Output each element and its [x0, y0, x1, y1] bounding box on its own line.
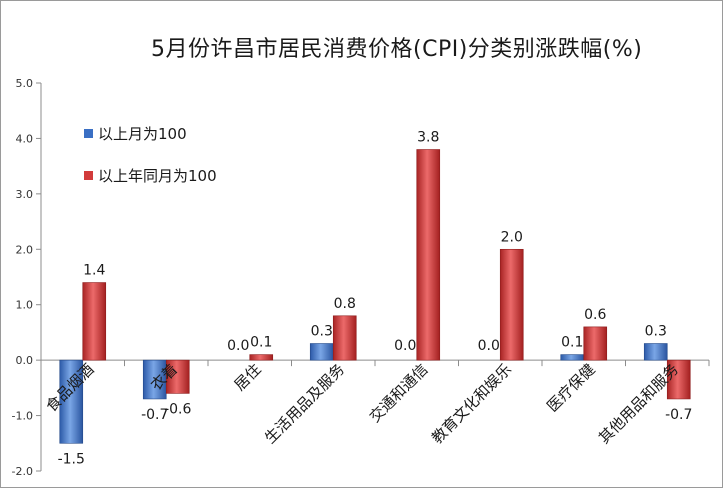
data-label-month: 0.0: [394, 338, 416, 354]
bar-month: [309, 343, 334, 361]
data-label-month: 0.1: [561, 335, 583, 351]
bar-year: [666, 359, 691, 400]
data-label-month: -0.7: [141, 407, 168, 423]
legend-item-year: 以上年同月为100: [84, 165, 217, 186]
legend-label-year: 以上年同月为100: [98, 167, 217, 185]
y-tick-label: 0.0: [16, 354, 34, 367]
bar-month: [643, 343, 668, 361]
bar-month: [560, 354, 585, 361]
bar-year: [332, 315, 357, 361]
x-category-label: 生活用品及服务: [261, 360, 348, 447]
data-label-month: 0.3: [311, 324, 333, 340]
legend-swatch-red: [84, 171, 93, 180]
data-label-month: 0.3: [645, 324, 667, 340]
bar-year: [249, 354, 274, 361]
x-category-label: 交通和通信: [366, 360, 432, 426]
y-tick-label: 1.0: [16, 299, 34, 312]
y-tick-label: 5.0: [16, 77, 34, 90]
data-label-year: -0.6: [164, 401, 191, 417]
bar-year: [583, 326, 608, 361]
y-tick-label: -2.0: [12, 465, 33, 478]
legend-swatch-blue: [84, 129, 93, 138]
chart-title: 5月份许昌市居民消费价格(CPI)分类别涨跌幅(%): [151, 37, 643, 62]
data-label-year: 1.4: [83, 263, 105, 279]
y-tick-label: 4.0: [16, 132, 34, 145]
legend-label-month: 以上月为100: [98, 125, 187, 143]
legend-item-month: 以上月为100: [84, 123, 187, 144]
data-label-year: 0.6: [584, 307, 606, 323]
x-category-label: 其他用品和服务: [595, 360, 682, 447]
data-label-month: 0.0: [478, 338, 500, 354]
bar-year: [499, 248, 524, 361]
data-label-year: 2.0: [501, 229, 523, 245]
x-category-label: 居住: [231, 360, 265, 394]
bar-year: [82, 282, 107, 361]
data-label-month: -1.5: [58, 451, 85, 467]
y-tick-label: -1.0: [12, 410, 33, 423]
y-tick-label: 2.0: [16, 243, 34, 256]
x-category-label: 医疗保健: [543, 360, 598, 415]
data-label-year: 0.8: [334, 296, 356, 312]
data-label-year: 0.1: [250, 335, 272, 351]
data-label-month: 0.0: [227, 338, 249, 354]
y-tick-label: 3.0: [16, 188, 34, 201]
bar-year: [165, 359, 190, 394]
data-label-year: -0.7: [665, 407, 692, 423]
data-label-year: 3.8: [417, 130, 439, 146]
bar-month: [59, 359, 84, 444]
bar-year: [416, 149, 441, 361]
x-category-label: 教育文化和娱乐: [428, 360, 515, 447]
